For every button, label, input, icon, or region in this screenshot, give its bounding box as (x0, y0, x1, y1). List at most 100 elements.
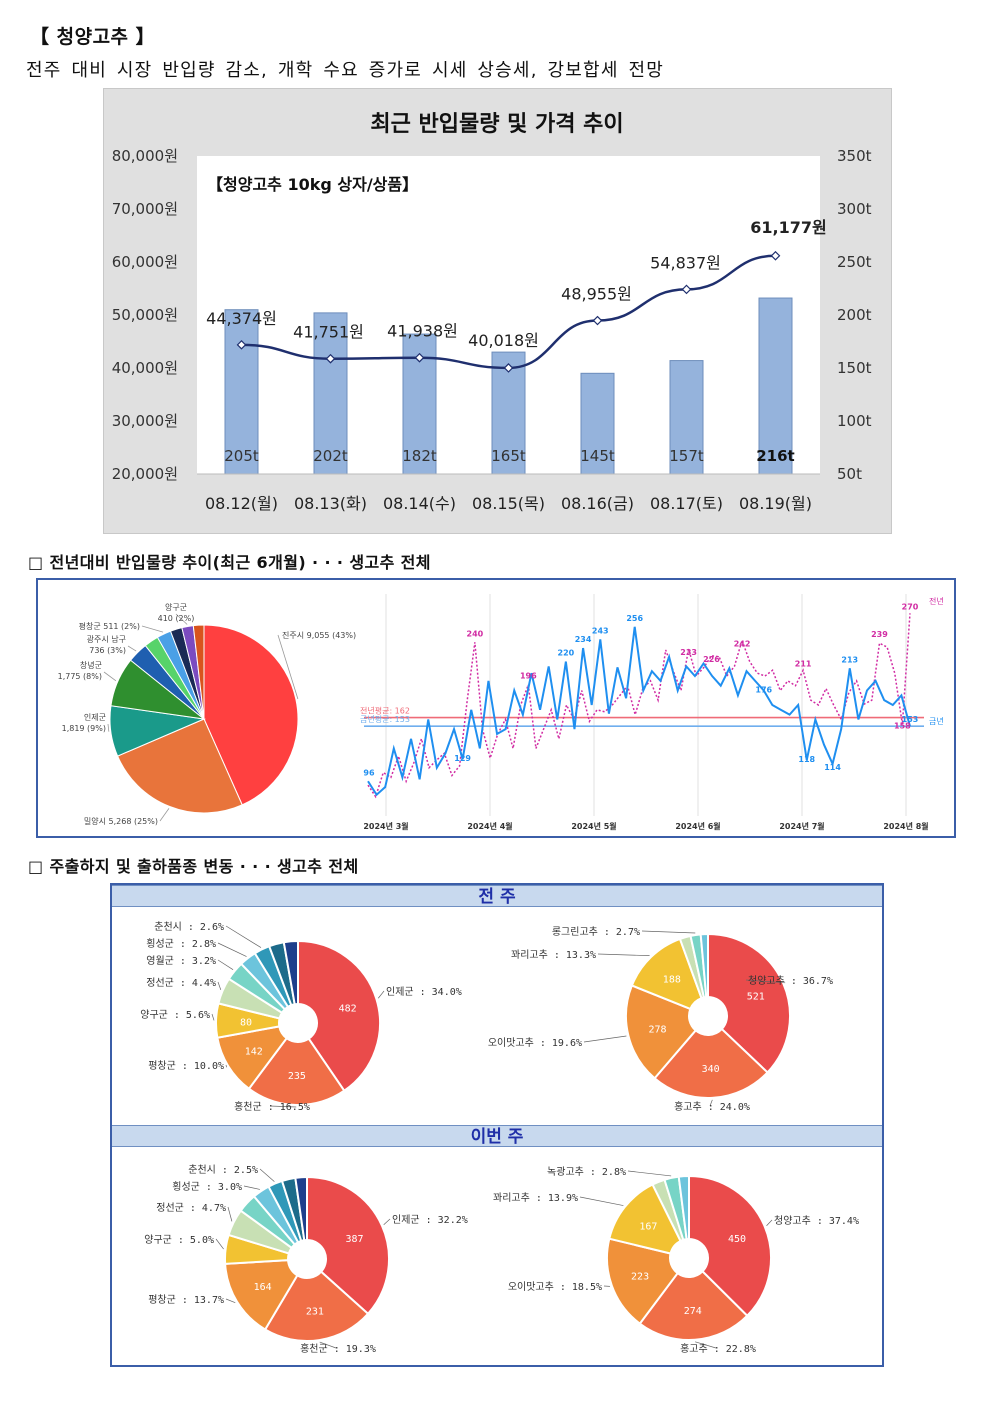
data-point-label: 239 (871, 630, 888, 639)
origin-share-label: 광주시 남구 (87, 634, 126, 644)
data-point-label: 153 (902, 715, 919, 724)
x-tick-label: 08.19(월) (739, 494, 812, 513)
curr-avg-label: 금년평균: 153 (360, 714, 410, 724)
x-tick-label: 08.12(월) (205, 494, 278, 513)
prev-origin-label: 홍천군 : 16.5% (234, 1100, 310, 1113)
prev-origin-value: 142 (245, 1046, 263, 1057)
y-right-tick: 300t (837, 200, 872, 218)
prev-variety-value: 188 (663, 975, 681, 986)
chart-subtitle: 【청양고추 10kg 상자/상품】 (207, 175, 418, 194)
price-label: 54,837원 (650, 253, 721, 272)
y-left-tick: 30,000원 (112, 412, 178, 430)
origin-share-label: 양구군 (165, 603, 187, 612)
curr-origin-label: 평창군 : 13.7% (148, 1294, 224, 1306)
curr-variety-label: 꽈리고추 : 13.9% (493, 1192, 578, 1204)
curr-variety-slice (606, 1237, 680, 1326)
origin-share-label: 인제군 (84, 712, 106, 722)
pie-leader-line (225, 1298, 236, 1304)
prev-origin-value: 482 (339, 1004, 357, 1015)
y-left-tick: 50,000원 (112, 306, 178, 324)
pie-leader-line (269, 1105, 297, 1108)
x-tick-label: 08.15(목) (472, 494, 545, 513)
prev-variety-label: 오이맛고추 : 19.6% (488, 1037, 582, 1049)
prev-origin-value: 80 (240, 1017, 252, 1028)
curr-origin-value: 387 (345, 1234, 363, 1245)
x-tick-label: 2024년 4월 (467, 821, 512, 831)
volume-trend-svg: 진주시 9,055 (43%) 밀양시 5,268 (25%) 인제군 1,819 (… (58, 594, 944, 831)
pie-leader-line (217, 981, 222, 991)
curr-variety-label: 홍고추 : 22.8% (680, 1342, 756, 1355)
pie-leader-line (277, 634, 299, 700)
data-point-label: 114 (824, 763, 841, 772)
curr-origin-value: 164 (254, 1282, 272, 1293)
origin-share-label: 1,775 (8%) (58, 672, 102, 681)
price-label: 40,018원 (468, 331, 539, 350)
curr-origin-value: 231 (306, 1306, 324, 1317)
price-label: 41,938원 (387, 322, 458, 341)
prev-origin-label: 춘천시 : 2.6% (154, 921, 224, 933)
prev-origin-slice (247, 1036, 346, 1106)
data-point-label: 240 (467, 629, 484, 638)
pie-leader-line (319, 1341, 337, 1349)
origin-share-label: 1,819 (9%) (62, 724, 106, 733)
x-tick-label: 08.17(토) (650, 494, 723, 513)
price-label: 44,374원 (206, 309, 277, 328)
origin-share-slice (203, 624, 299, 806)
y-right-tick: 200t (837, 306, 872, 324)
curr-origin-label: 양구군 : 5.0% (144, 1234, 214, 1246)
pie-leader-line (215, 1238, 224, 1250)
y-left-tick: 20,000원 (112, 465, 178, 483)
prev-variety-value: 278 (648, 1024, 666, 1035)
price-volume-chart-svg: 최근 반입물량 및 가격 추이 【청양고추 10kg 상자/상품】 80,000원 7… (112, 112, 872, 513)
prev-origin-label: 정선군 : 4.4% (146, 977, 216, 989)
pie-leader-line (225, 925, 262, 948)
pie-leader-line (225, 1064, 227, 1068)
x-tick-label: 2024년 5월 (571, 821, 616, 831)
curr-origin-slice (263, 1270, 370, 1342)
price-label: 61,177원 (750, 218, 826, 237)
prev-origin-label: 횡성군 : 2.8% (146, 938, 216, 950)
data-point-label: 118 (798, 755, 815, 764)
pie-leader-line (745, 979, 786, 984)
volume-bar-label: 205t (224, 447, 259, 465)
pie-leader-line (641, 930, 696, 934)
prev-year-line (367, 613, 911, 799)
panel-label-prev-week: 전 주 (112, 885, 882, 907)
curr-origin-slice (224, 1259, 299, 1331)
prev-variety-value: 340 (702, 1064, 720, 1075)
x-tick-label: 08.13(화) (294, 494, 367, 513)
curr-origin-slice (306, 1175, 390, 1316)
pie-leader-line (141, 625, 164, 633)
y-left-tick: 60,000원 (112, 253, 178, 271)
this-year-legend: 금년 (929, 716, 944, 726)
data-point-label: 220 (558, 649, 575, 658)
y-right-tick: 100t (837, 412, 872, 430)
price-marker (770, 250, 781, 261)
data-point-label: 233 (680, 648, 697, 657)
y-right-tick: 350t (837, 147, 872, 165)
volume-bar (758, 297, 793, 475)
price-marker (592, 315, 603, 326)
origin-share-label: 평창군 511 (2%) (79, 621, 140, 631)
section-title-origin-variety: □ 주출하지 및 출하품종 변동 · · · 생고추 전체 (28, 857, 359, 876)
curr-origin-label: 춘천시 : 2.5% (188, 1164, 258, 1176)
curr-variety-label: 오이맛고추 : 18.5% (508, 1281, 602, 1293)
curr-origin-label: 인제군 : 32.2% (392, 1214, 468, 1226)
prev-variety-label: 꽈리고추 : 13.3% (511, 949, 596, 961)
pie-leader-line (583, 1035, 627, 1043)
origin-share-slice (192, 624, 205, 720)
prev-origin-label: 인제군 : 34.0% (386, 986, 462, 998)
price-marker (681, 284, 692, 295)
curr-origin-label: 정선군 : 4.7% (156, 1202, 226, 1214)
data-point-label: 176 (755, 686, 772, 695)
curr-variety-value: 274 (684, 1306, 702, 1317)
pie-leader-line (159, 808, 170, 822)
origin-share-label: 736 (3%) (89, 646, 126, 655)
price-volume-chart: 최근 반입물량 및 가격 추이 【청양고추 10kg 상자/상품】 80,000원 7… (103, 88, 892, 534)
price-marker (503, 363, 514, 373)
origin-variety-svg: 인제군 : 34.0% 홍천군 : 16.5% 평창군 : 10.0% 양구군 : 5… (140, 921, 859, 1355)
x-tick-label: 2024년 7월 (779, 821, 824, 831)
pie-leader-line (597, 953, 650, 956)
pie-leader-line (627, 1170, 672, 1177)
volume-bar (313, 312, 348, 475)
